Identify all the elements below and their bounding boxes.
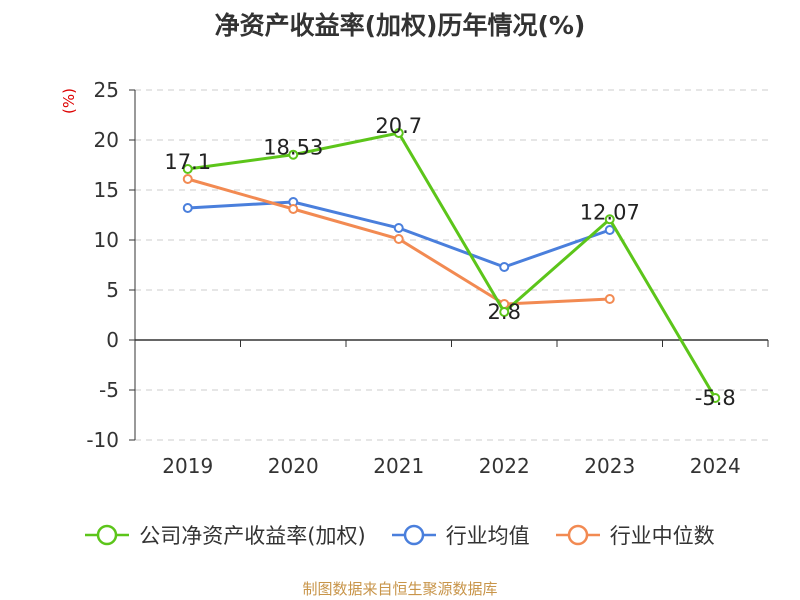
y-tick-label: -10 xyxy=(86,428,119,452)
data-point xyxy=(710,393,721,403)
legend-mean-line-icon xyxy=(391,524,436,546)
data-point xyxy=(393,234,404,244)
y-tick-label: 0 xyxy=(106,328,119,352)
data-point xyxy=(288,149,299,160)
data-point xyxy=(182,164,193,174)
data-point xyxy=(604,294,615,304)
legend-label-company-roe: 公司净资产收益率(加权) xyxy=(139,524,366,548)
data-label: 18.53 xyxy=(263,136,323,160)
legend-label-industry-mean: 行业均值 xyxy=(445,524,530,548)
legend-label-industry-median: 行业中位数 xyxy=(609,524,715,548)
x-tick-label: 2020 xyxy=(268,454,319,478)
y-tick-label: -5 xyxy=(99,378,119,402)
chart-title: 净资产收益率(加权)历年情况(%) xyxy=(214,11,586,40)
data-point xyxy=(182,203,193,213)
data-point xyxy=(499,262,510,272)
x-tick-label: 2022 xyxy=(479,454,530,478)
data-point xyxy=(499,307,510,317)
data-label: 17.1 xyxy=(164,150,211,174)
legend-item-industry-mean[interactable]: 行业均值 xyxy=(391,520,530,550)
data-point xyxy=(604,225,615,235)
data-label: -5.8 xyxy=(695,386,736,410)
y-tick-label: 25 xyxy=(94,78,119,102)
y-tick-label: 20 xyxy=(94,128,119,152)
legend-item-company-roe[interactable]: 公司净资产收益率(加权) xyxy=(85,520,366,550)
data-label: 12.07 xyxy=(580,200,640,224)
data-point xyxy=(393,128,404,138)
x-tick-label: 2021 xyxy=(373,454,424,478)
data-source-note: 制图数据来自恒生聚源数据库 xyxy=(302,580,498,598)
legend-median-line-icon xyxy=(555,524,600,546)
data-label: 2.8 xyxy=(488,300,521,324)
y-axis-unit: (%) xyxy=(60,88,78,114)
series-line-0 xyxy=(187,131,717,399)
data-label: 20.7 xyxy=(375,114,422,138)
data-point xyxy=(182,174,193,184)
data-point xyxy=(604,214,615,225)
legend-item-industry-median[interactable]: 行业中位数 xyxy=(555,520,715,550)
x-tick-label: 2019 xyxy=(162,454,213,478)
y-tick-label: 15 xyxy=(94,178,119,202)
y-tick-label: 5 xyxy=(106,278,119,302)
x-tick-label: 2024 xyxy=(690,454,741,478)
y-tick-label: 10 xyxy=(94,228,119,252)
legend-company-line-icon xyxy=(85,524,130,546)
data-point xyxy=(393,223,404,233)
data-point xyxy=(288,204,299,214)
legend: 公司净资产收益率(加权) 行业均值 行业中位数 xyxy=(0,520,800,550)
x-tick-label: 2023 xyxy=(584,454,635,478)
